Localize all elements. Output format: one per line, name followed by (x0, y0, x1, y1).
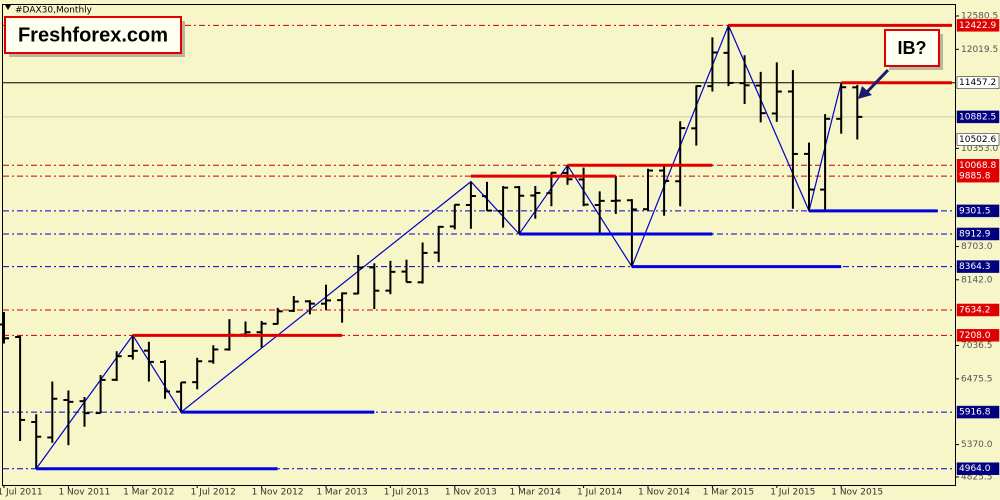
plot-layer: 12580.5 12019.5 10353.0 8703.0 8142.0 7036.5 6… (0, 11, 998, 498)
brand-frame (4, 16, 182, 54)
y-tick-label: 4825.5 (961, 472, 993, 482)
y-tick-label: 8703.0 (961, 242, 993, 252)
level-label: 4964.0 (959, 464, 991, 474)
level-label: 10882.5 (959, 112, 996, 122)
x-tick-label: 1 Nov 2015 (831, 488, 883, 498)
level-box (956, 227, 1000, 241)
x-tick-label: 1 Jul 2014 (577, 488, 622, 498)
level-label: 8364.3 (959, 262, 991, 272)
ib-frame (884, 29, 940, 67)
ib-arrow-head (858, 86, 872, 99)
y-tick-label: 12580.5 (961, 11, 998, 21)
x-tick-label: 1 Mar 2015 (703, 488, 754, 498)
level-label: 12422.9 (959, 21, 996, 31)
x-tick-label: 1 Nov 2012 (252, 488, 304, 498)
level-label: 8912.9 (959, 229, 991, 239)
x-tick-label: 1 Mar 2012 (123, 488, 174, 498)
level-box (956, 19, 1000, 32)
level-label: 5916.8 (959, 408, 991, 418)
level-label: 9301.5 (959, 206, 991, 216)
level-box (956, 260, 1000, 273)
level-label: 10502.6 (959, 135, 996, 145)
plot-frame (2, 4, 956, 486)
level-label: 11457.2 (959, 78, 996, 88)
x-tick-label: 1 Jul 2013 (384, 488, 429, 498)
ib-text: IB? (898, 38, 927, 58)
level-label: 9885.8 (959, 172, 991, 182)
level-box (956, 329, 1000, 342)
x-tick-label: 1 Nov 2014 (638, 488, 690, 498)
x-tick-label: 1 Mar 2013 (316, 488, 367, 498)
level-box (956, 405, 1000, 419)
level-box (956, 133, 1000, 146)
ib-box: IB? (858, 29, 943, 99)
brand-box: Freshforex.com (4, 16, 185, 57)
zigzag-line (35, 23, 842, 470)
x-tick-label: 1 Jul 2011 (0, 488, 43, 498)
y-tick-label: 7036.5 (961, 341, 993, 351)
ib-arrow-shaft (864, 68, 890, 95)
y-tick-label: 12019.5 (961, 45, 998, 55)
level-label: 10068.8 (959, 161, 996, 171)
y-tick-label: 5370.0 (961, 440, 993, 450)
x-tick-label: 1 Mar 2014 (510, 488, 562, 498)
x-tick-label: 1 Jul 2015 (770, 488, 815, 498)
symbol-icon (5, 5, 11, 10)
x-tick-label: 1 Nov 2013 (445, 488, 497, 498)
level-label: 7208.0 (959, 331, 991, 341)
level-box (956, 462, 1000, 475)
level-box (956, 303, 1000, 317)
y-tick-label: 10353.0 (961, 144, 998, 154)
level-label: 7634.2 (959, 305, 991, 315)
x-tick-label: 1 Nov 2011 (58, 488, 110, 498)
level-box (956, 169, 1000, 183)
chart-title: #DAX30,Monthly (15, 6, 93, 16)
y-tick-label: 6475.5 (961, 374, 993, 384)
x-tick-label: 1 Jul 2012 (191, 488, 236, 498)
brand-text: Freshforex.com (18, 24, 168, 46)
level-box (956, 110, 1000, 124)
level-box (956, 76, 1000, 89)
y-tick-label: 8142.0 (961, 275, 993, 285)
level-box (956, 204, 1000, 218)
